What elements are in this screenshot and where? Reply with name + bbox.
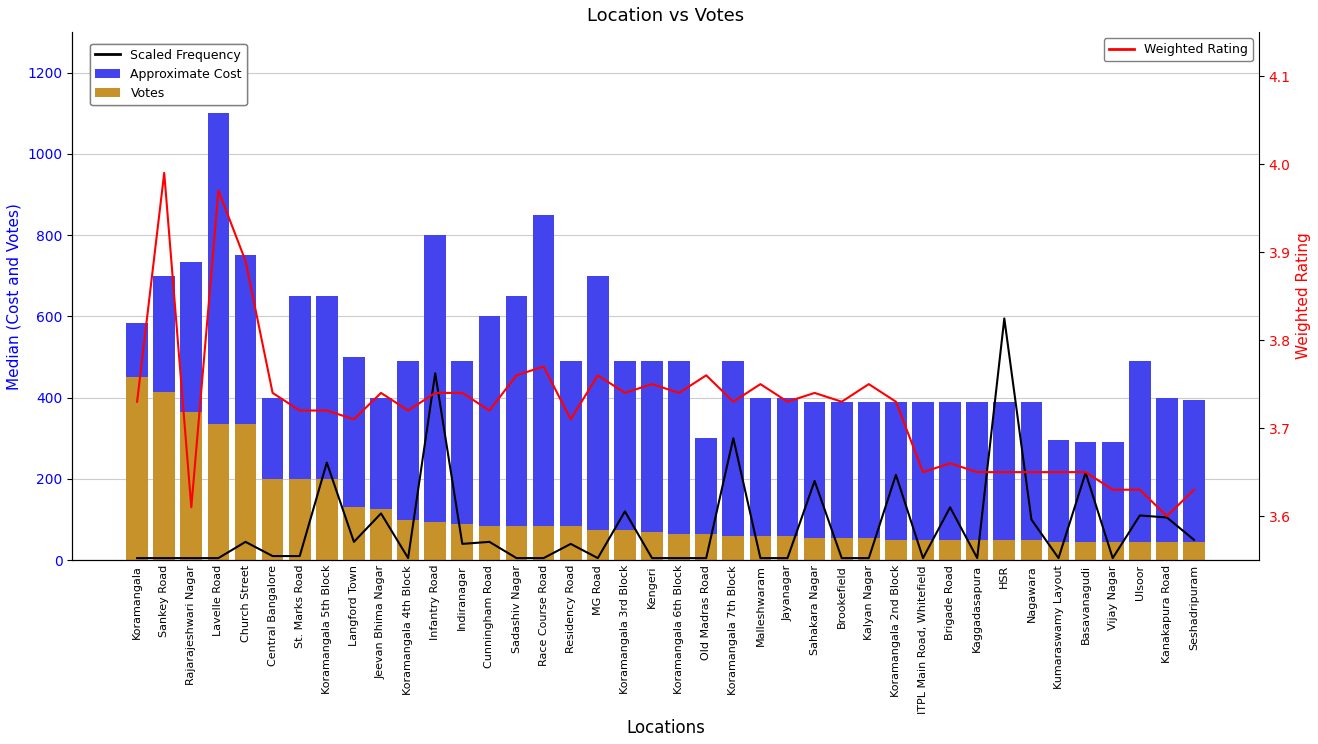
Bar bbox=[181, 412, 202, 560]
Bar bbox=[397, 519, 419, 560]
Bar bbox=[532, 525, 555, 560]
Bar bbox=[830, 538, 853, 560]
Bar bbox=[262, 479, 283, 560]
Bar bbox=[1184, 542, 1205, 560]
Bar bbox=[966, 540, 988, 560]
Bar bbox=[397, 361, 419, 519]
Bar bbox=[343, 507, 365, 560]
Bar bbox=[127, 377, 148, 560]
Bar bbox=[560, 525, 581, 560]
Bar bbox=[262, 397, 283, 479]
Bar bbox=[316, 479, 337, 560]
Bar bbox=[1074, 542, 1097, 560]
Bar bbox=[966, 402, 988, 540]
Bar bbox=[858, 402, 879, 538]
X-axis label: Locations: Locations bbox=[626, 719, 705, 737]
Bar bbox=[641, 361, 663, 532]
Bar bbox=[289, 479, 311, 560]
Y-axis label: Median (Cost and Votes): Median (Cost and Votes) bbox=[7, 202, 22, 390]
Bar bbox=[207, 113, 229, 424]
Bar bbox=[181, 262, 202, 412]
Bar bbox=[912, 402, 934, 540]
Bar bbox=[587, 530, 609, 560]
Y-axis label: Weighted Rating: Weighted Rating bbox=[1296, 233, 1311, 359]
Bar bbox=[722, 361, 745, 536]
Bar bbox=[940, 402, 961, 540]
Bar bbox=[696, 438, 717, 533]
Bar bbox=[424, 235, 445, 522]
Bar bbox=[506, 296, 527, 525]
Bar bbox=[560, 361, 581, 525]
Bar bbox=[886, 402, 907, 540]
Bar bbox=[804, 538, 825, 560]
Bar bbox=[1184, 400, 1205, 542]
Bar bbox=[478, 525, 501, 560]
Bar bbox=[370, 397, 391, 510]
Bar bbox=[452, 361, 473, 524]
Bar bbox=[776, 536, 799, 560]
Bar bbox=[994, 540, 1015, 560]
Bar bbox=[532, 215, 555, 525]
Bar bbox=[1048, 440, 1069, 542]
Bar bbox=[1102, 443, 1123, 542]
Bar bbox=[452, 524, 473, 560]
Bar bbox=[994, 402, 1015, 540]
Bar bbox=[235, 424, 257, 560]
Bar bbox=[886, 540, 907, 560]
Bar bbox=[750, 397, 771, 536]
Bar bbox=[153, 276, 175, 391]
Bar bbox=[1102, 542, 1123, 560]
Bar bbox=[1020, 402, 1043, 540]
Bar bbox=[316, 296, 337, 479]
Bar bbox=[641, 532, 663, 560]
Bar bbox=[804, 402, 825, 538]
Bar bbox=[858, 538, 879, 560]
Bar bbox=[478, 316, 501, 525]
Bar bbox=[1048, 542, 1069, 560]
Bar bbox=[370, 510, 391, 560]
Bar bbox=[1130, 542, 1151, 560]
Bar bbox=[1074, 443, 1097, 542]
Bar bbox=[289, 296, 311, 479]
Bar bbox=[1156, 542, 1178, 560]
Legend: Weighted Rating: Weighted Rating bbox=[1103, 38, 1252, 61]
Bar bbox=[207, 424, 229, 560]
Bar bbox=[424, 522, 445, 560]
Bar bbox=[127, 322, 148, 377]
Bar bbox=[1020, 540, 1043, 560]
Bar bbox=[587, 276, 609, 530]
Legend: Scaled Frequency, Approximate Cost, Votes: Scaled Frequency, Approximate Cost, Vote… bbox=[91, 44, 246, 105]
Bar bbox=[722, 536, 745, 560]
Bar bbox=[153, 391, 175, 560]
Bar bbox=[1130, 361, 1151, 542]
Title: Location vs Votes: Location vs Votes bbox=[587, 7, 745, 25]
Bar bbox=[668, 533, 689, 560]
Bar bbox=[343, 357, 365, 507]
Bar bbox=[776, 397, 799, 536]
Bar bbox=[696, 533, 717, 560]
Bar bbox=[614, 361, 635, 530]
Bar bbox=[750, 536, 771, 560]
Bar bbox=[235, 255, 257, 424]
Bar bbox=[668, 361, 689, 533]
Bar bbox=[1156, 397, 1178, 542]
Bar bbox=[940, 540, 961, 560]
Bar bbox=[912, 540, 934, 560]
Bar bbox=[506, 525, 527, 560]
Bar bbox=[830, 402, 853, 538]
Bar bbox=[614, 530, 635, 560]
